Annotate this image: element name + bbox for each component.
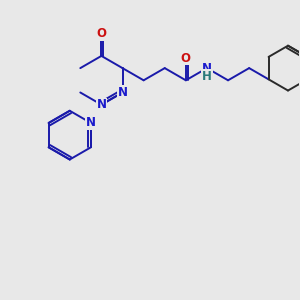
Text: N: N [202, 61, 212, 75]
Text: N: N [118, 86, 128, 99]
Text: O: O [96, 28, 106, 40]
Text: O: O [181, 52, 191, 65]
Text: N: N [96, 98, 106, 111]
Text: H: H [202, 70, 212, 83]
Text: N: N [86, 116, 96, 130]
